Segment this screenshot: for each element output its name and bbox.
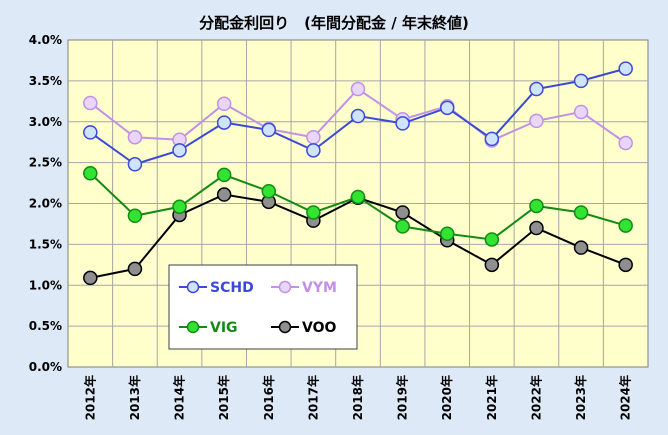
- legend-box: [168, 264, 358, 350]
- data-point: [573, 73, 589, 89]
- data-point: [439, 226, 455, 241]
- data-point: [618, 135, 633, 151]
- x-tick-label: 2021年: [484, 375, 499, 420]
- y-tick-label: 1.5%: [29, 237, 62, 251]
- x-tick-label: 2020年: [439, 375, 454, 420]
- data-point: [216, 115, 232, 130]
- x-tick-label: 2023年: [573, 375, 588, 420]
- x-tick-label: 2012年: [82, 375, 97, 420]
- x-tick-label: 2013年: [127, 375, 142, 420]
- data-point: [127, 157, 143, 172]
- data-point: [261, 122, 277, 138]
- x-tick-label: 2014年: [172, 375, 187, 420]
- legend-marker: [278, 280, 292, 294]
- legend: SCHD VYM VIG VOO: [168, 264, 358, 350]
- series-layer: [83, 61, 633, 286]
- data-point: [618, 257, 633, 273]
- y-tick-label: 1.0%: [29, 278, 62, 292]
- data-point: [529, 220, 544, 236]
- data-point: [395, 219, 410, 234]
- y-tick-label: 0.0%: [29, 360, 62, 374]
- grid-lines: [68, 40, 648, 367]
- data-point: [484, 131, 500, 147]
- x-tick-label: 2022年: [528, 375, 543, 420]
- data-point: [261, 183, 277, 199]
- data-point: [573, 205, 589, 220]
- data-point: [172, 199, 187, 215]
- data-point: [350, 108, 366, 124]
- data-point: [172, 143, 187, 158]
- data-point: [618, 61, 633, 76]
- data-point: [573, 240, 589, 255]
- legend-marker: [186, 320, 200, 334]
- legend-item-vym: VYM: [271, 280, 337, 296]
- x-tick-label: 2019年: [395, 375, 410, 420]
- y-tick-label: 4.0%: [29, 33, 62, 47]
- data-point: [618, 218, 633, 233]
- data-point: [395, 116, 410, 131]
- x-axis-ticks: 2012年 2013年 2014年 2015年 2016年 2017年 2018年 2019年…: [82, 375, 632, 420]
- data-point: [83, 166, 98, 181]
- legend-item-vig: VIG: [179, 320, 238, 336]
- y-tick-label: 3.0%: [29, 115, 62, 129]
- data-point: [395, 205, 410, 220]
- data-point: [529, 113, 544, 129]
- data-point: [306, 205, 321, 220]
- series-vig: [83, 166, 633, 247]
- data-point: [350, 81, 366, 97]
- data-point: [484, 232, 500, 247]
- data-point: [350, 189, 366, 205]
- y-axis-ticks: 0.0% 0.5% 1.0% 1.5% 2.0% 2.5% 3.0% 3.5% 4.0%: [29, 33, 62, 374]
- legend-label: VOO: [302, 320, 336, 336]
- data-point: [216, 167, 232, 183]
- data-point: [216, 187, 232, 202]
- x-tick-label: 2017年: [305, 375, 320, 420]
- y-tick-label: 3.5%: [29, 74, 62, 88]
- data-point: [83, 95, 98, 111]
- data-point: [484, 257, 500, 273]
- legend-label: VYM: [302, 280, 337, 296]
- x-tick-label: 2016年: [261, 375, 276, 420]
- data-point: [127, 261, 143, 277]
- data-point: [529, 81, 544, 97]
- data-point: [439, 100, 455, 116]
- legend-marker: [186, 280, 200, 294]
- data-point: [83, 125, 98, 140]
- y-tick-label: 2.5%: [29, 156, 62, 170]
- y-tick-label: 2.0%: [29, 197, 62, 211]
- data-point: [573, 104, 589, 120]
- data-point: [127, 208, 143, 224]
- data-point: [306, 143, 321, 158]
- legend-item-voo: VOO: [271, 320, 336, 336]
- legend-item-schd: SCHD: [179, 280, 254, 296]
- y-tick-label: 0.5%: [29, 319, 62, 333]
- data-point: [306, 130, 321, 145]
- x-tick-label: 2018年: [350, 375, 365, 420]
- series-schd: [83, 61, 633, 172]
- data-point: [529, 198, 544, 214]
- data-point: [216, 96, 232, 112]
- legend-label: SCHD: [210, 280, 254, 296]
- legend-label: VIG: [210, 320, 238, 336]
- legend-marker: [278, 320, 292, 334]
- data-point: [83, 270, 98, 286]
- x-tick-label: 2024年: [618, 375, 633, 420]
- chart-title: 分配金利回り (年間分配金 / 年末終値): [199, 14, 469, 32]
- data-point: [127, 130, 143, 145]
- x-tick-label: 2015年: [216, 375, 231, 420]
